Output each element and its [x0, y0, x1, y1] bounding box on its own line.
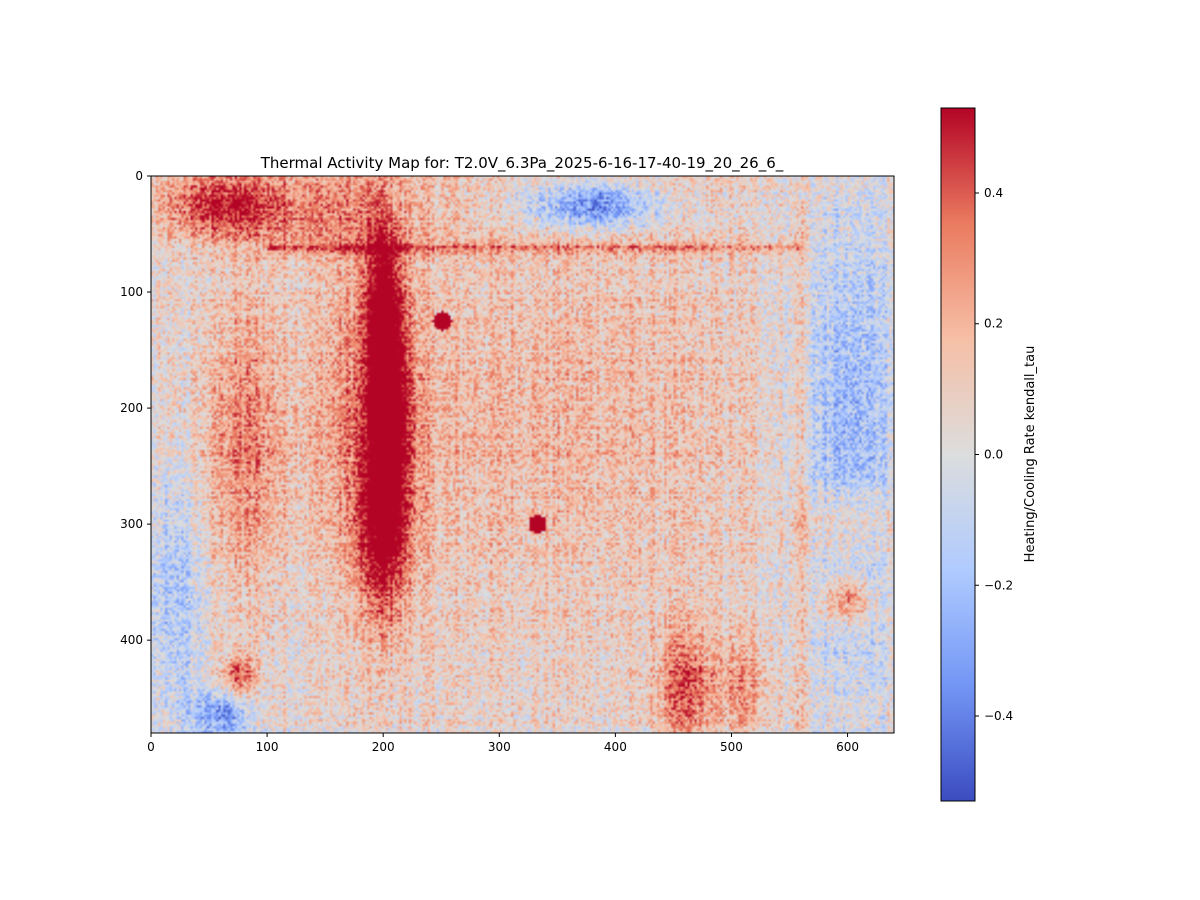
x-tick-label: 100 [256, 740, 279, 754]
y-tick-label: 0 [135, 169, 143, 183]
x-tick-label: 600 [836, 740, 859, 754]
colorbar-tick-label: −0.4 [984, 709, 1013, 723]
y-tick-label: 100 [120, 285, 143, 299]
y-tick-label: 200 [120, 401, 143, 415]
colorbar-tick-label: 0.4 [984, 186, 1003, 200]
x-tick-label: 500 [720, 740, 743, 754]
colorbar: −0.4 −0.2 0.0 0.2 0.4 Heating/Cooling Rate k… [940, 107, 1038, 802]
colorbar-tick-label: 0.0 [984, 448, 1003, 462]
colorbar-ticks: −0.4 −0.2 0.0 0.2 0.4 [975, 186, 1013, 723]
y-tick-label: 300 [120, 517, 143, 531]
colorbar-label: Heating/Cooling Rate kendall_tau [1023, 346, 1038, 563]
colorbar-tick-label: −0.2 [984, 578, 1013, 592]
colorbar-gradient [941, 108, 975, 801]
x-tick-label: 0 [147, 740, 155, 754]
heatmap-image [151, 176, 894, 733]
plot-frame [150, 175, 895, 734]
plot-area [150, 175, 895, 734]
x-tick-label: 400 [604, 740, 627, 754]
chart-title: Thermal Activity Map for: T2.0V_6.3Pa_20… [260, 154, 784, 173]
y-axis: 0 100 200 300 400 [120, 169, 151, 647]
x-tick-label: 300 [488, 740, 511, 754]
x-tick-label: 200 [372, 740, 395, 754]
colorbar-tick-label: 0.2 [984, 317, 1003, 331]
x-axis: 0 100 200 300 400 500 600 [147, 733, 859, 754]
y-tick-label: 400 [120, 633, 143, 647]
